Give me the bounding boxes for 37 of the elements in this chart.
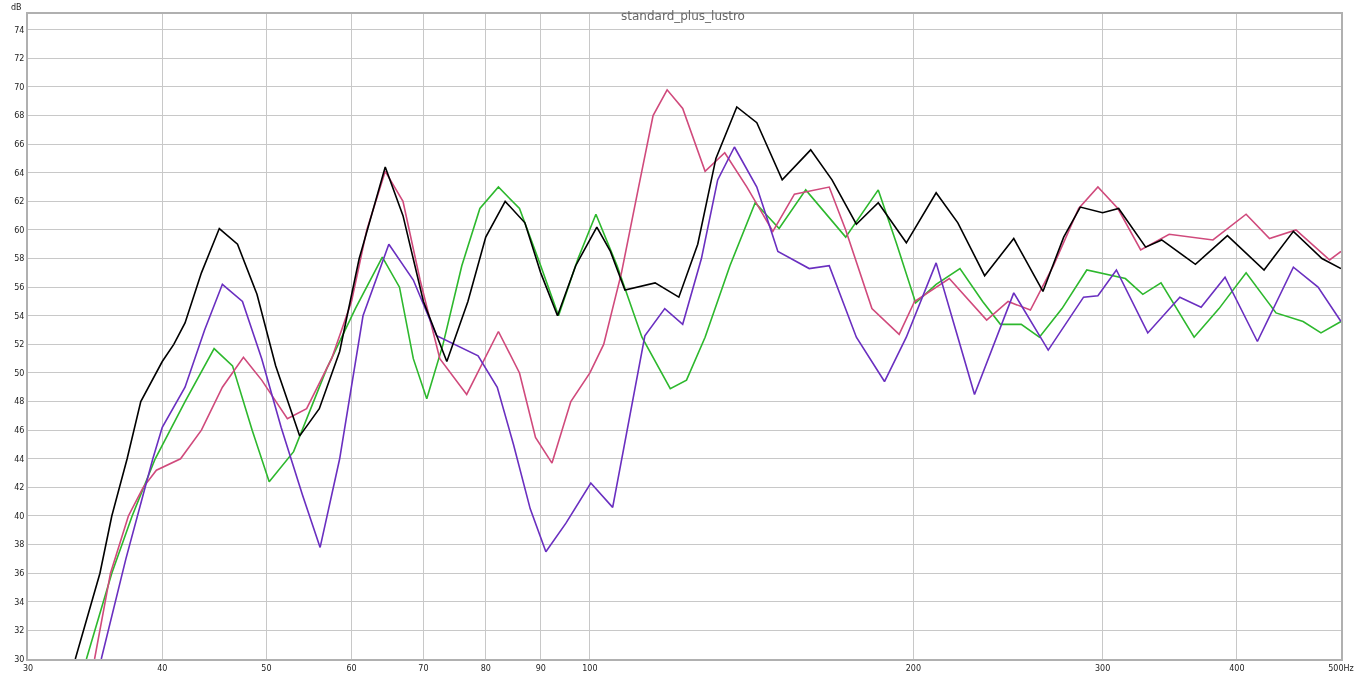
x-tick-label: 90	[535, 663, 546, 673]
y-tick-label: 34	[14, 597, 25, 607]
x-tick-label: 400	[1229, 663, 1245, 673]
x-tick-label: 40	[157, 663, 168, 673]
y-tick-label: 54	[14, 311, 25, 321]
y-tick-label: 50	[14, 368, 25, 378]
y-tick-label: 62	[14, 197, 25, 207]
y-tick-label: 44	[14, 454, 25, 464]
y-tick-label: 66	[14, 139, 25, 149]
x-tick-label: 100	[582, 663, 598, 673]
y-tick-label: 60	[14, 225, 25, 235]
y-tick-label: 74	[14, 25, 25, 35]
y-tick-label: 40	[14, 511, 25, 521]
x-tick-label: 300	[1094, 663, 1111, 673]
y-tick-label: 56	[14, 282, 25, 292]
chart-title: standard_plus_lustro	[621, 9, 745, 24]
y-tick-label: 68	[14, 111, 25, 121]
y-tick-label: 46	[14, 425, 25, 435]
x-tick-label: 60	[346, 663, 357, 673]
y-tick-label: 52	[14, 340, 25, 350]
y-tick-label: 38	[14, 540, 25, 550]
y-tick-label: 36	[14, 568, 25, 578]
y-tick-label: 58	[14, 254, 25, 264]
x-tick-label: 500Hz	[1328, 663, 1354, 673]
x-tick-label: 70	[418, 663, 429, 673]
y-axis-title: dB	[11, 3, 22, 12]
y-tick-label: 30	[14, 654, 25, 664]
x-tick-label: 80	[480, 663, 491, 673]
x-tick-label: 50	[261, 663, 272, 673]
y-tick-label: 42	[14, 483, 25, 493]
y-tick-label: 64	[14, 168, 25, 178]
y-tick-label: 32	[14, 626, 25, 636]
x-tick-label: 30	[22, 663, 34, 673]
x-tick-label: 200	[905, 663, 922, 673]
y-tick-label: 48	[14, 397, 25, 407]
y-tick-label: 72	[14, 54, 25, 64]
y-tick-label: 70	[14, 82, 25, 92]
